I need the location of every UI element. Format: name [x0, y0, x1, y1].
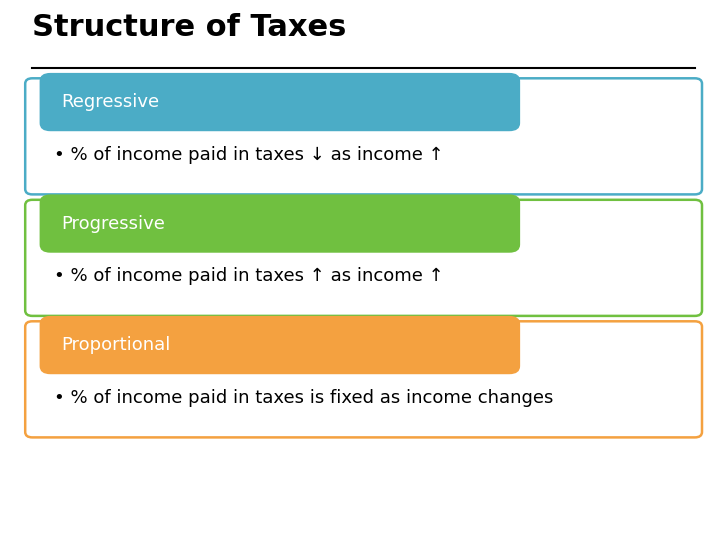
Text: Structure of Taxes: Structure of Taxes: [32, 14, 347, 43]
FancyBboxPatch shape: [25, 78, 702, 194]
Text: • % of income paid in taxes is fixed as income changes: • % of income paid in taxes is fixed as …: [54, 389, 554, 407]
Text: Regressive: Regressive: [61, 93, 159, 111]
Text: • % of income paid in taxes ↓ as income ↑: • % of income paid in taxes ↓ as income …: [54, 146, 444, 164]
Text: Progressive: Progressive: [61, 214, 165, 233]
FancyBboxPatch shape: [25, 200, 702, 316]
FancyBboxPatch shape: [40, 316, 520, 374]
FancyBboxPatch shape: [40, 73, 520, 131]
Text: • % of income paid in taxes ↑ as income ↑: • % of income paid in taxes ↑ as income …: [54, 267, 444, 285]
FancyBboxPatch shape: [25, 321, 702, 437]
Text: Proportional: Proportional: [61, 336, 171, 354]
FancyBboxPatch shape: [40, 194, 520, 253]
